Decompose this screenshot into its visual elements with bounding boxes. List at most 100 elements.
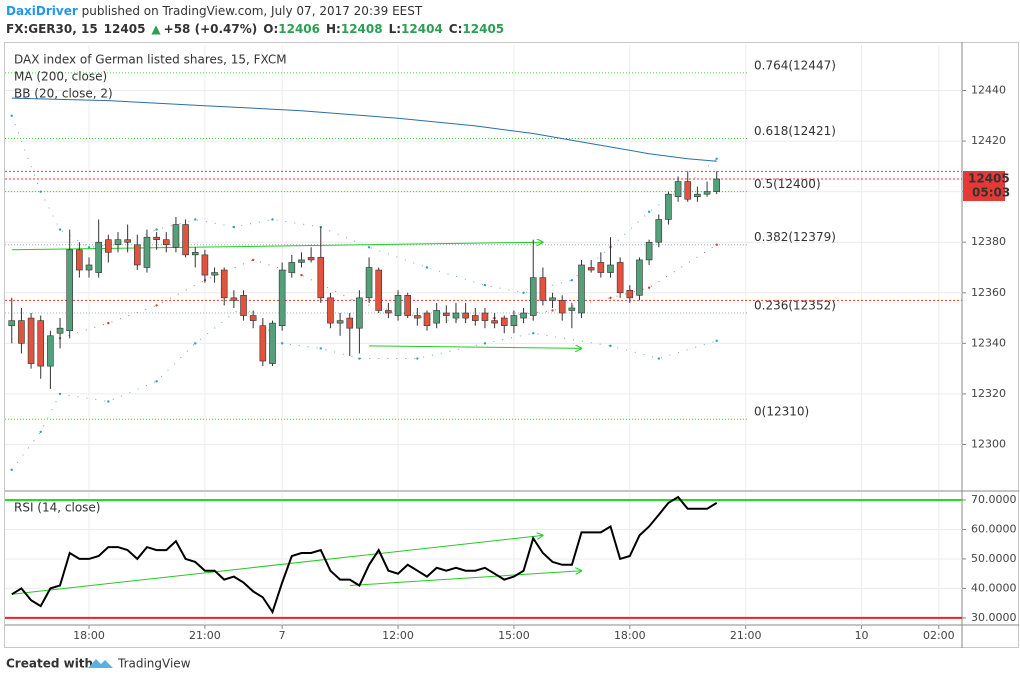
candle-body (616, 262, 624, 294)
candle-body (211, 272, 218, 276)
bb-lower-dot (358, 357, 361, 360)
rsi-trendline (349, 571, 582, 586)
bb-upper-dot (87, 246, 91, 249)
bb-lower-dot (194, 342, 197, 345)
x-tick-label: 21:00 (189, 629, 221, 642)
candle-body (85, 264, 93, 271)
high: 12408 (341, 22, 383, 36)
x-tick-label: 18:00 (614, 629, 646, 642)
candle-body (587, 267, 595, 271)
candle-body (336, 320, 344, 324)
candle-body (76, 249, 83, 271)
bb-lower-dot (532, 332, 535, 335)
candle-body (95, 241, 102, 273)
fib-label: 0.5(12400) (754, 177, 821, 191)
ma-legend: MA (200, close) (14, 70, 107, 84)
x-tick-label: 10 (855, 629, 869, 642)
candle-body (375, 269, 383, 311)
candle-body (56, 327, 64, 334)
candle-body (356, 297, 363, 329)
y-tick-label: 50.0000 (971, 552, 1017, 565)
brand[interactable]: TradingView (117, 657, 191, 671)
y-tick-label: 12420 (971, 134, 1006, 147)
arrow: ▲ (151, 22, 161, 36)
candle-body (394, 295, 402, 316)
bb-basis-dot (155, 304, 158, 307)
candle-body (249, 315, 257, 321)
last-price-label: 12405 (968, 172, 1010, 186)
candle-body (346, 317, 354, 329)
bb-basis-dot (107, 321, 110, 325)
bb-upper-dot (367, 246, 371, 249)
fib-label: 0.382(12379) (754, 230, 836, 244)
candle-body (578, 264, 585, 314)
low: 12404 (401, 22, 443, 36)
l-label: L: (389, 22, 401, 36)
candle-body (597, 262, 605, 273)
candle-body (27, 317, 35, 364)
candle-body (500, 317, 508, 326)
fib-label: 0(12310) (754, 405, 809, 419)
candle-body (298, 259, 305, 263)
bb-basis-dot (300, 273, 303, 277)
candle-body (510, 315, 518, 326)
change: +58 (+0.47%) (164, 22, 258, 36)
x-tick-label: 21:00 (730, 629, 762, 642)
x-tick-label: 02:00 (923, 629, 955, 642)
y-tick-label: 12380 (971, 235, 1006, 248)
y-tick-label: 60.0000 (971, 522, 1017, 535)
candle-body (626, 289, 634, 299)
bb-basis-dot (647, 286, 651, 289)
bb-basis-dot (715, 243, 718, 246)
candle-body (558, 300, 566, 314)
candle-body (143, 236, 151, 268)
y-tick-label: 12340 (971, 336, 1006, 349)
candle-body (220, 269, 228, 299)
created-with: Created with (6, 657, 93, 671)
candle-body (568, 307, 576, 311)
candle-body (462, 312, 469, 319)
bb-lower-dot (715, 339, 718, 343)
candle-body (66, 249, 74, 332)
bb-upper-dot (483, 283, 487, 287)
candle-body (549, 297, 556, 301)
close: 12405 (462, 22, 504, 36)
open: 12406 (278, 22, 320, 36)
symbol-line: FX:GER30, 15 12405 ▲ +58 (+0.47%) O:12406 H:1… (6, 22, 504, 36)
y-tick-label: 12320 (971, 387, 1006, 400)
candle-body (240, 295, 247, 316)
ma-line (11, 97, 717, 162)
candle-body (713, 178, 721, 192)
candle-body (665, 193, 672, 220)
author[interactable]: DaxiDriver (6, 4, 78, 18)
candle-body (365, 267, 373, 299)
o-label: O: (263, 22, 278, 36)
bb-upper-dot (715, 157, 718, 160)
y-tick-label: 12360 (971, 286, 1006, 299)
c-label: C: (449, 22, 463, 36)
published: published on TradingView.com, July 07, 2… (78, 4, 423, 18)
candle-body (269, 322, 276, 364)
candle-body (655, 219, 663, 243)
candle-body (481, 312, 489, 321)
candle-body (327, 297, 334, 324)
candle-body (230, 297, 238, 301)
rsi-trendline (11, 535, 543, 595)
candle-body (385, 310, 392, 314)
candle-body (153, 236, 160, 240)
bb-lower-dot (39, 430, 42, 434)
last-price-tag (963, 171, 1005, 202)
candle-body (133, 244, 141, 266)
x-tick-label: 15:00 (498, 629, 530, 642)
candle-body (8, 320, 16, 326)
y-tick-label: 40.0000 (971, 581, 1017, 594)
candle-body (423, 312, 431, 326)
candle-body (703, 191, 711, 195)
candle-body (201, 254, 209, 276)
bb-basis-dot (251, 258, 255, 262)
candle-body (182, 224, 189, 256)
bb-upper-dot (522, 291, 525, 294)
bb-basis-dot (609, 296, 612, 300)
